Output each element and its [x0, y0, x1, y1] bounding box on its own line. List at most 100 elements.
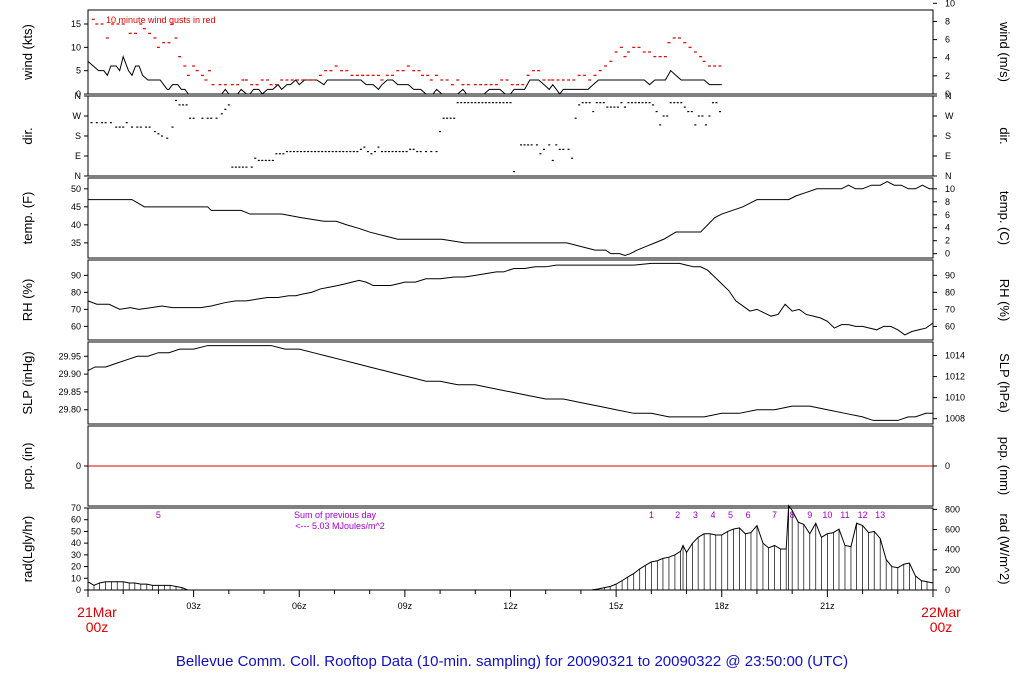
direction-point: [317, 150, 320, 153]
left-tick-label: 50: [71, 184, 81, 194]
right-tick-label: 4: [945, 223, 950, 233]
direction-point: [669, 102, 672, 104]
direction-point: [680, 102, 683, 104]
gust-point: [619, 46, 623, 48]
left-tick-label: 70: [71, 503, 81, 513]
gust-point: [435, 74, 439, 76]
day-marker-label: 9: [807, 510, 812, 520]
direction-point: [484, 102, 487, 104]
gust-point: [626, 51, 630, 53]
gust-point: [148, 32, 152, 34]
left-tick-label: N: [75, 171, 82, 181]
right-axis-label: rad (W/m^2): [997, 513, 1012, 584]
gust-point: [642, 51, 646, 53]
gust-point: [171, 23, 174, 25]
direction-point: [153, 130, 156, 133]
direction-point: [718, 110, 721, 113]
gust-point: [510, 84, 514, 86]
gust-point: [473, 84, 477, 86]
gust-point: [334, 65, 338, 67]
left-tick-label: S: [75, 131, 81, 141]
end-date-label: 22Mar: [921, 604, 961, 620]
left-tick-label: 30: [71, 550, 81, 560]
direction-point: [535, 144, 538, 146]
gust-point: [318, 74, 322, 76]
direction-point: [250, 166, 253, 168]
direction-point: [192, 117, 195, 119]
day-marker-label: 10: [822, 510, 832, 520]
right-tick-label: 1008: [945, 414, 965, 424]
gust-point: [693, 51, 697, 53]
left-tick-label: 29.90: [58, 369, 81, 379]
direction-point: [613, 106, 616, 108]
left-tick-label: 40: [71, 220, 81, 230]
direction-point: [595, 102, 598, 104]
direction-point: [314, 150, 317, 153]
direction-point: [599, 102, 602, 104]
gust-point: [396, 70, 400, 72]
gust-point: [417, 70, 421, 72]
gust-point: [466, 84, 470, 86]
gust-point: [494, 84, 498, 86]
direction-point: [227, 104, 230, 106]
direction-point: [289, 150, 292, 153]
left-tick-label: N: [75, 91, 82, 101]
direction-point: [704, 124, 707, 126]
direction-point: [449, 117, 452, 119]
series-line-temperature: [88, 181, 933, 257]
direction-point: [453, 117, 456, 119]
left-tick-label: 29.85: [58, 387, 81, 397]
gust-point: [301, 79, 305, 81]
direction-point: [402, 150, 405, 153]
gust-point: [244, 79, 248, 81]
direction-point: [210, 117, 213, 119]
direction-point: [220, 113, 223, 115]
direction-point: [463, 102, 466, 104]
gust-point: [637, 46, 641, 48]
right-axis-label: wind (m/s): [997, 21, 1012, 82]
gust-point: [440, 79, 444, 81]
day-marker-label: 8: [790, 510, 795, 520]
direction-point: [645, 102, 648, 104]
direction-point: [456, 102, 459, 104]
right-tick-label: 8: [945, 197, 950, 207]
panel-frame: [87, 341, 934, 425]
gust-point: [672, 37, 676, 39]
gust-point: [195, 70, 199, 72]
time-axis: 03z 06z 09z 12z 15z 18z 21z: [87, 590, 934, 611]
direction-point: [513, 170, 516, 173]
direction-point: [539, 153, 542, 155]
direction-point: [548, 144, 551, 146]
left-tick-label: 0: [76, 461, 81, 471]
direction-point: [391, 150, 394, 153]
gust-point: [116, 23, 120, 25]
gust-point: [609, 60, 613, 62]
gust-point: [350, 74, 354, 76]
direction-point: [592, 110, 595, 113]
gust-point: [290, 79, 294, 81]
direction-point: [178, 104, 181, 106]
gust-point: [542, 79, 546, 81]
gust-point: [699, 56, 703, 58]
gust-point: [521, 84, 525, 86]
direction-point: [395, 150, 398, 153]
left-tick-label: W: [73, 111, 82, 121]
gust-point: [516, 84, 520, 86]
gust-point: [204, 79, 208, 81]
gust-point: [614, 51, 618, 53]
direction-point: [349, 150, 352, 153]
direction-point: [335, 150, 338, 153]
gust-point: [547, 79, 551, 81]
panel-rh: RH (%) RH (%) 60 70 80 90 60 70 80 90: [20, 259, 1012, 341]
direction-point: [238, 166, 241, 168]
direction-point: [673, 102, 676, 104]
direction-point: [571, 157, 574, 159]
right-tick-label: 1010: [945, 393, 965, 403]
gust-point: [678, 37, 681, 39]
left-axis-label: temp. (F): [20, 192, 35, 245]
direction-point: [616, 106, 619, 108]
direction-point: [166, 137, 169, 139]
direction-point: [398, 150, 401, 153]
direction-point: [373, 150, 376, 153]
gust-point: [623, 56, 627, 58]
